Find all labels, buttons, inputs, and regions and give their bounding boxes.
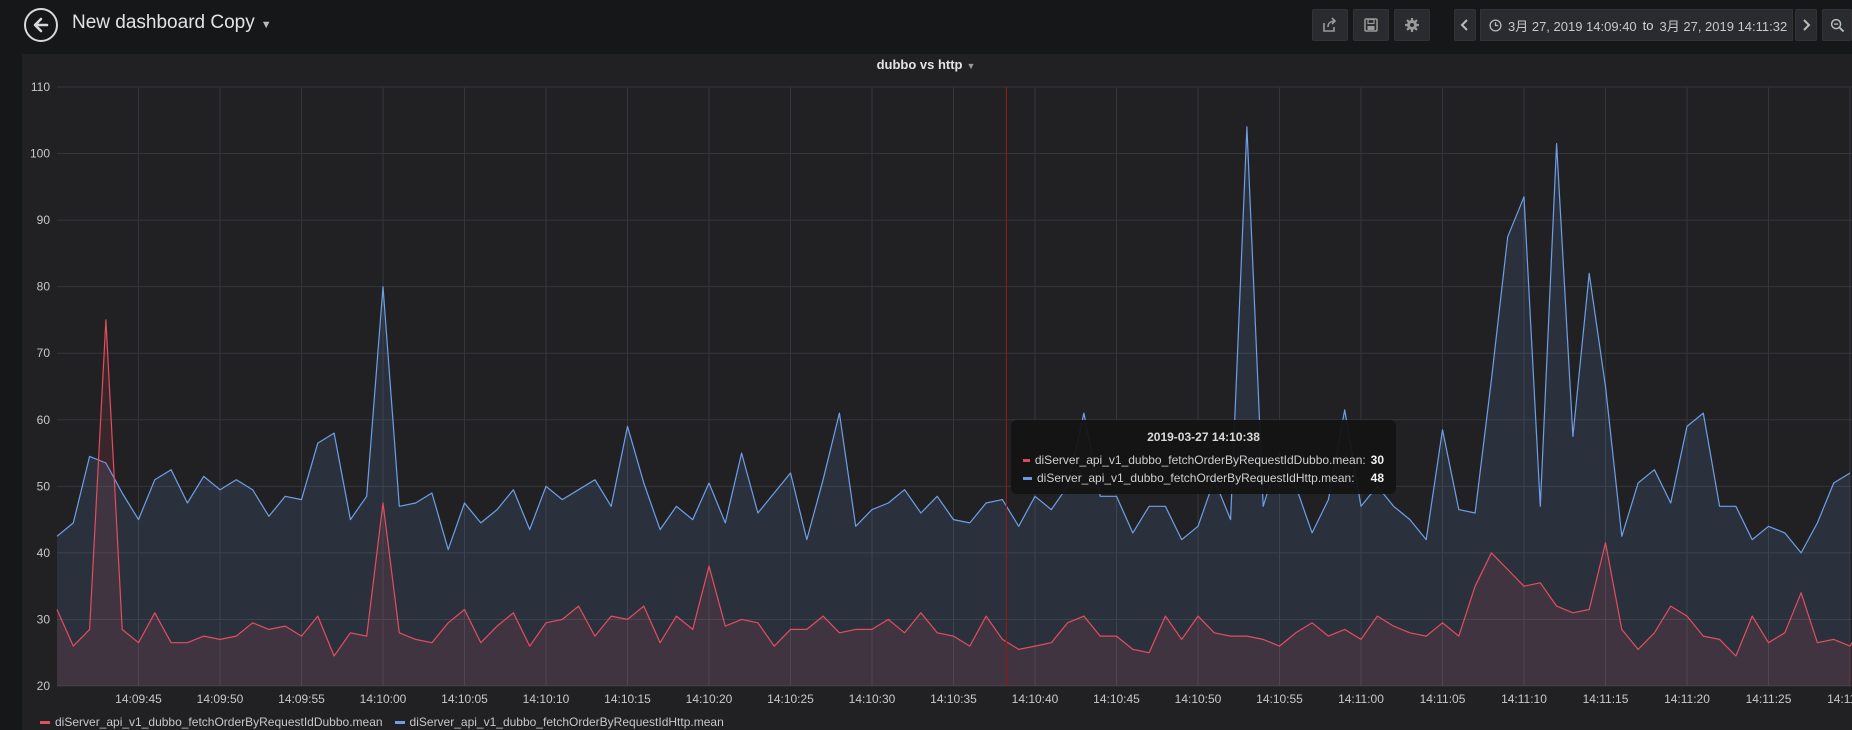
x-tick-label: 14:10:25 <box>767 692 814 706</box>
caret-down-icon: ▼ <box>966 61 976 71</box>
y-tick-label: 100 <box>30 147 50 161</box>
legend-label: diServer_api_v1_dubbo_fetchOrderByReques… <box>55 715 383 729</box>
x-tick-label: 14:11:05 <box>1420 692 1466 706</box>
x-tick-label: 14:11:30 <box>1827 692 1852 706</box>
zoom-out-icon <box>1830 18 1844 32</box>
caret-down-icon: ▼ <box>260 19 272 31</box>
time-to-word: to <box>1642 17 1654 33</box>
y-tick-label: 20 <box>37 679 51 693</box>
series-line-dubbo <box>56 319 1852 657</box>
tooltip-time: 2019-03-27 14:10:38 <box>1147 430 1260 444</box>
settings-button[interactable] <box>1394 9 1430 41</box>
time-from: 3月 27, 2019 14:09:40 <box>1508 18 1637 34</box>
y-axis: 20 30 40 50 60 70 80 90 100 110 <box>30 80 50 693</box>
y-tick-label: 90 <box>37 213 51 227</box>
x-tick-label: 14:11:25 <box>1746 692 1792 706</box>
legend-item-dubbo[interactable]: diServer_api_v1_dubbo_fetchOrderByReques… <box>40 715 383 729</box>
x-tick-label: 14:10:50 <box>1175 692 1222 706</box>
series-line-http <box>56 126 1851 554</box>
tooltip-series-name: diServer_api_v1_dubbo_fetchOrderByReques… <box>1037 471 1355 485</box>
x-tick-label: 14:09:50 <box>197 692 244 706</box>
y-tick-label: 60 <box>37 413 51 427</box>
x-tick-label: 14:11:15 <box>1583 692 1629 706</box>
x-tick-label: 14:11:10 <box>1501 692 1547 706</box>
tooltip-row-http: diServer_api_v1_dubbo_fetchOrderByReques… <box>1023 469 1384 487</box>
gear-icon <box>1405 18 1419 32</box>
time-shift-forward-button[interactable] <box>1795 9 1817 41</box>
chevron-left-icon <box>1460 19 1468 31</box>
series-area-http <box>57 126 1850 686</box>
x-tick-label: 14:10:35 <box>930 692 977 706</box>
x-tick-label: 14:10:15 <box>604 692 651 706</box>
save-icon <box>1364 18 1378 32</box>
x-tick-label: 14:09:55 <box>278 692 325 706</box>
tooltip-row-dubbo: diServer_api_v1_dubbo_fetchOrderByReques… <box>1023 451 1384 469</box>
chevron-right-icon <box>1803 19 1811 31</box>
x-tick-label: 14:09:45 <box>115 692 162 706</box>
x-tick-label: 14:11:20 <box>1664 692 1710 706</box>
x-tick-label: 14:10:00 <box>360 692 407 706</box>
x-axis: 14:09:45 14:09:50 14:09:55 14:10:00 14:10:05… <box>115 692 1852 706</box>
legend-item-http[interactable]: diServer_api_v1_dubbo_fetchOrderByReques… <box>394 715 724 729</box>
time-to: 3月 27, 2019 14:11:32 <box>1659 18 1788 34</box>
chart-legend: diServer_api_v1_dubbo_fetchOrderByReques… <box>40 715 724 729</box>
y-tick-label: 110 <box>31 80 50 94</box>
series-swatch <box>1023 476 1032 480</box>
x-tick-label: 14:10:10 <box>523 692 570 706</box>
series-area-dubbo <box>57 319 1852 686</box>
clock-icon <box>1489 18 1502 32</box>
y-tick-label: 70 <box>37 346 51 360</box>
time-range-picker[interactable]: 3月 27, 2019 14:09:40 to 3月 27, 2019 14:1… <box>1480 9 1793 41</box>
y-tick-label: 80 <box>37 280 51 294</box>
x-tick-label: 14:10:20 <box>686 692 733 706</box>
y-tick-label: 50 <box>37 479 51 493</box>
x-tick-label: 14:10:05 <box>441 692 488 706</box>
y-tick-label: 40 <box>37 546 51 560</box>
y-tick-label: 30 <box>37 612 51 626</box>
graph-panel <box>22 54 1852 730</box>
top-navbar: New dashboard Copy ▼ <box>0 0 1852 52</box>
dashboard-title: New dashboard Copy <box>72 12 255 33</box>
time-shift-back-button[interactable] <box>1454 9 1476 41</box>
series-swatch <box>1023 458 1030 462</box>
series-layer <box>56 126 1852 686</box>
share-icon <box>1323 17 1337 32</box>
back-button[interactable] <box>24 8 58 42</box>
x-tick-label: 14:10:55 <box>1256 692 1303 706</box>
grid-lines <box>57 86 1852 687</box>
share-button[interactable] <box>1312 9 1348 41</box>
tooltip-series-name: diServer_api_v1_dubbo_fetchOrderByReques… <box>1034 453 1366 467</box>
x-tick-label: 14:10:30 <box>849 692 896 706</box>
x-tick-label: 14:11:00 <box>1338 692 1384 706</box>
panel-title-dropdown[interactable]: dubbo vs http ▼ <box>0 57 1852 72</box>
dashboard-title-dropdown[interactable]: New dashboard Copy ▼ <box>72 12 272 34</box>
panel-title: dubbo vs http <box>876 57 963 72</box>
legend-label: diServer_api_v1_dubbo_fetchOrderByReques… <box>409 715 724 729</box>
legend-swatch <box>394 720 405 724</box>
legend-swatch <box>40 720 50 724</box>
arrow-left-icon <box>33 17 49 33</box>
hover-tooltip: 2019-03-27 14:10:38 diServer_api_v1_dubb… <box>1011 420 1396 494</box>
tooltip-series-value: 30 <box>1370 453 1384 467</box>
save-button[interactable] <box>1353 9 1389 41</box>
tooltip-series-value: 48 <box>1370 471 1384 485</box>
x-tick-label: 14:10:45 <box>1093 692 1140 706</box>
x-tick-label: 14:10:40 <box>1012 692 1059 706</box>
